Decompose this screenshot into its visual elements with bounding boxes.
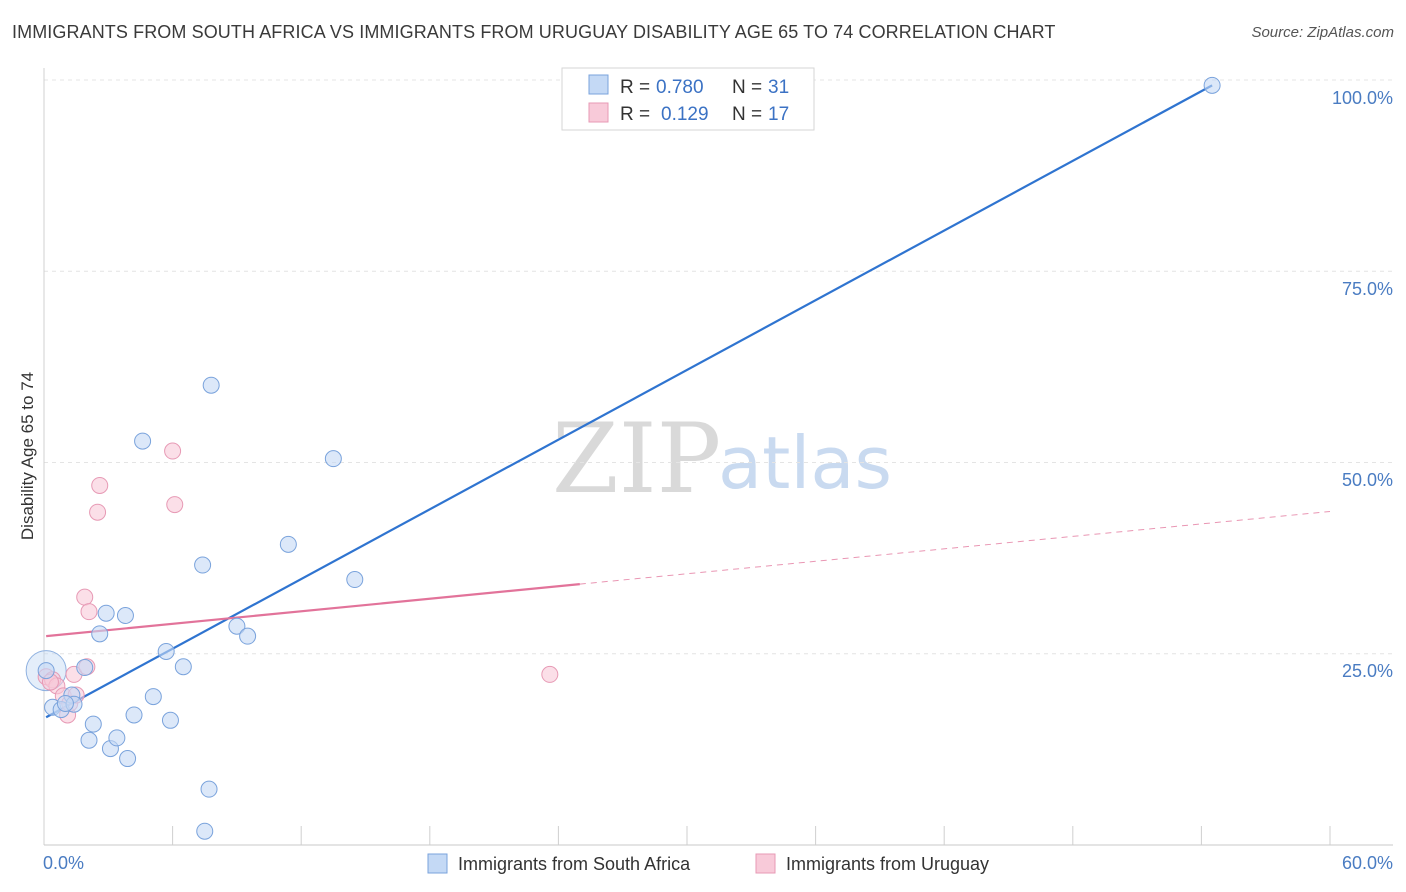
series-legend: Immigrants from South Africa Immigrants …	[427, 853, 989, 874]
legend-n-label-south-africa: N =	[732, 77, 762, 98]
y-tick-label-50: 50.0%	[1342, 470, 1393, 490]
point-south-africa	[37, 662, 55, 680]
point-south-africa	[108, 729, 126, 747]
trend-line-uruguay-extrapolated	[579, 510, 1331, 585]
point-south-africa	[239, 627, 257, 645]
point-south-africa	[161, 711, 179, 729]
legend-n-label-uruguay: N =	[732, 104, 762, 125]
point-south-africa	[194, 556, 212, 574]
chart-title: IMMIGRANTS FROM SOUTH AFRICA VS IMMIGRAN…	[12, 22, 1056, 42]
point-south-africa	[346, 571, 364, 589]
point-south-africa	[1203, 76, 1221, 94]
point-uruguay	[76, 588, 94, 606]
legend-r-value-uruguay: 0.129	[661, 104, 709, 125]
series-legend-label-south-africa: Immigrants from South Africa	[458, 854, 691, 874]
legend-n-value-south-africa: 31	[768, 77, 789, 98]
point-uruguay	[89, 503, 107, 521]
x-tick-label-min: 0.0%	[43, 853, 84, 873]
point-uruguay	[164, 442, 182, 460]
x-tick-label-max: 60.0%	[1342, 853, 1393, 873]
stats-legend: R = 0.780 N = 31 R = 0.129 N = 17	[561, 67, 815, 131]
watermark-zip: ZIP	[552, 403, 721, 515]
y-tick-label-25: 25.0%	[1342, 661, 1393, 681]
point-south-africa	[97, 604, 115, 622]
series-legend-swatch-uruguay	[755, 853, 776, 874]
data-points	[25, 76, 1221, 840]
point-south-africa	[134, 432, 152, 450]
point-south-africa	[196, 822, 214, 840]
point-south-africa	[144, 688, 162, 706]
series-legend-swatch-south-africa	[427, 853, 448, 874]
y-tick-label-75: 75.0%	[1342, 279, 1393, 299]
trend-lines	[45, 84, 1331, 719]
legend-swatch-uruguay	[588, 102, 609, 123]
point-south-africa	[119, 750, 137, 768]
point-south-africa	[76, 659, 94, 677]
point-south-africa	[174, 658, 192, 676]
point-uruguay	[166, 496, 184, 514]
y-axis-label: Disability Age 65 to 74	[18, 372, 37, 540]
legend-r-label-uruguay: R =	[620, 104, 650, 125]
y-tick-label-100: 100.0%	[1332, 88, 1393, 108]
point-uruguay	[80, 603, 98, 621]
point-south-africa	[228, 617, 246, 635]
grid-lines	[44, 79, 1393, 655]
point-south-africa	[84, 715, 102, 733]
point-south-africa	[202, 376, 220, 394]
point-south-africa	[157, 642, 175, 660]
trend-line-south-africa	[45, 84, 1213, 719]
axes	[43, 68, 1393, 846]
legend-swatch-south-africa	[588, 74, 609, 95]
point-south-africa	[80, 731, 98, 749]
point-uruguay	[541, 665, 559, 683]
point-uruguay	[91, 476, 109, 494]
legend-n-value-uruguay: 17	[768, 104, 789, 125]
point-south-africa	[116, 607, 134, 624]
point-south-africa	[125, 706, 143, 724]
legend-r-value-south-africa: 0.780	[656, 77, 704, 98]
trend-line-uruguay	[46, 583, 580, 638]
source-credit: Source: ZipAtlas.com	[1251, 24, 1394, 41]
point-south-africa	[56, 694, 74, 712]
point-south-africa	[200, 780, 218, 798]
point-south-africa	[324, 450, 342, 468]
point-south-africa	[279, 535, 297, 553]
series-legend-label-uruguay: Immigrants from Uruguay	[786, 854, 989, 874]
legend-r-label-south-africa: R =	[620, 77, 650, 98]
point-south-africa	[91, 625, 109, 643]
